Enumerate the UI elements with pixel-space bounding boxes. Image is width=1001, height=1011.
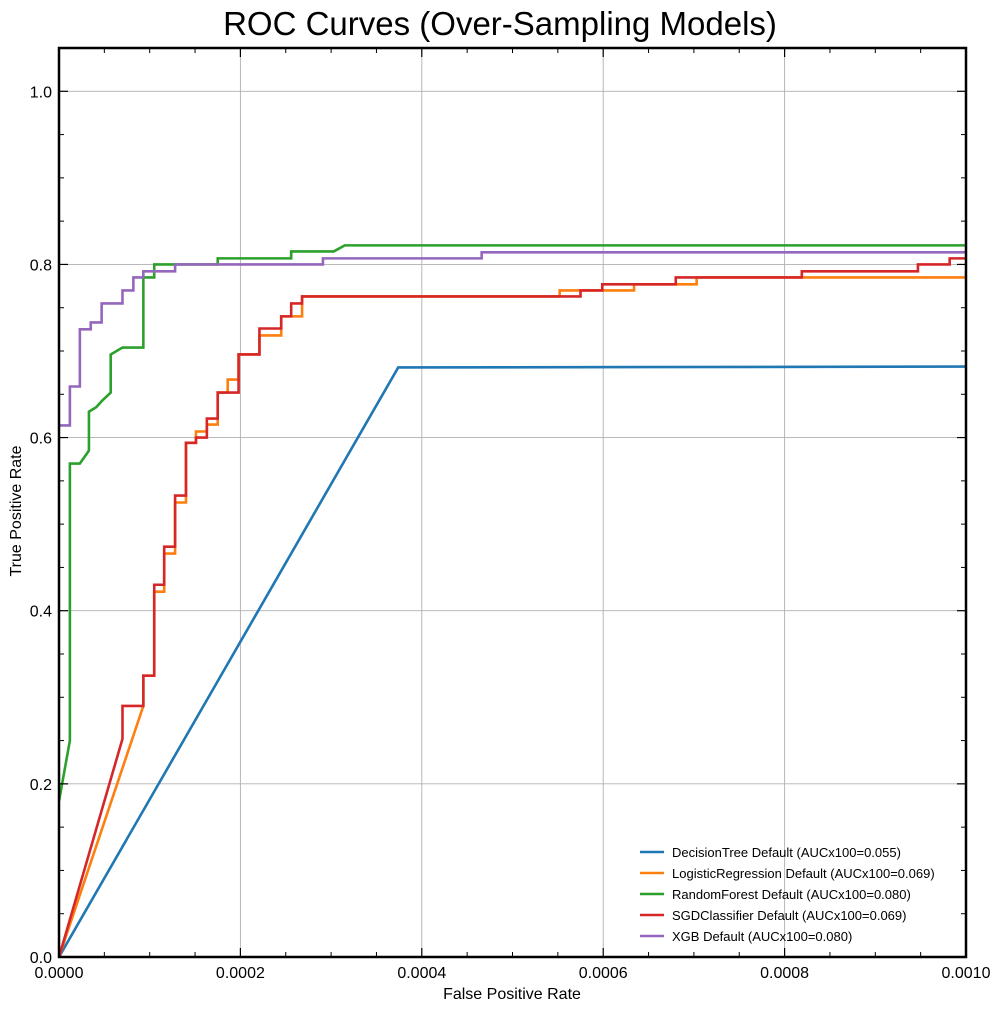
chart-title: ROC Curves (Over-Sampling Models) [223,5,777,42]
y-tick-label: 0.8 [30,257,52,274]
y-tick-label: 0.4 [30,604,52,621]
plot-frame [57,46,968,959]
series-line-3 [59,257,966,957]
legend-entry: LogisticRegression Default (AUCx100=0.06… [672,866,935,881]
x-axis-label: False Positive Rate [443,986,581,1003]
y-tick-label: 0.6 [30,431,52,448]
axis-ticks: 0.0000 0.0002 0.0004 0.0006 0.0008 0.0010 0.0 0… [30,48,991,982]
legend: DecisionTree Default (AUCx100=0.055) Logi… [640,845,935,944]
legend-entry: SGDClassifier Default (AUCx100=0.069) [672,908,906,923]
series-line-4 [59,251,966,427]
y-tick-label: 1.0 [30,84,52,101]
legend-entry: RandomForest Default (AUCx100=0.080) [672,887,911,902]
y-tick-label: 0.2 [30,777,52,794]
grid-lines [58,48,967,957]
x-tick-label: 0.0006 [579,965,628,982]
legend-entry: DecisionTree Default (AUCx100=0.055) [672,845,901,860]
x-tick-label: 0.0000 [35,965,84,982]
series-line-0 [59,365,966,957]
series-layer [59,244,966,957]
x-tick-label: 0.0002 [216,965,265,982]
y-tick-label: 0.0 [30,950,52,967]
x-tick-label: 0.0004 [397,965,446,982]
x-tick-label: 0.0008 [760,965,809,982]
legend-entry: XGB Default (AUCx100=0.080) [672,929,852,944]
series-line-2 [59,244,966,802]
x-tick-label: 0.0010 [942,965,991,982]
y-axis-label: True Positive Rate [8,445,25,576]
